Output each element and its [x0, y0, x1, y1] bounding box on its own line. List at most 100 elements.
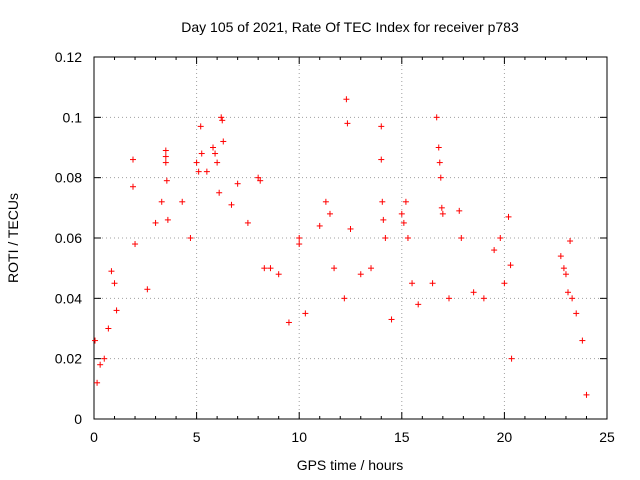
data-point [219, 117, 226, 124]
y-tick-label: 0.04 [55, 290, 82, 306]
data-point [562, 271, 569, 278]
data-point [105, 325, 112, 332]
data-point [326, 210, 333, 217]
data-point [316, 222, 323, 229]
data-point [380, 216, 387, 223]
data-point [179, 198, 186, 205]
data-point [347, 225, 354, 232]
x-tick-label: 25 [599, 429, 615, 445]
data-point [409, 280, 416, 287]
x-tick-labels: 0 5 10 15 20 25 [90, 429, 615, 445]
y-tick-label: 0.02 [55, 351, 82, 367]
data-point [94, 379, 101, 386]
data-point [480, 295, 487, 302]
data-point [261, 265, 268, 272]
data-point [302, 310, 309, 317]
data-point [144, 286, 151, 293]
chart-title: Day 105 of 2021, Rate Of TEC Index for r… [181, 19, 519, 35]
data-point [193, 159, 200, 166]
data-point [162, 159, 169, 166]
data-point [404, 235, 411, 241]
data-point [108, 268, 115, 275]
data-point [583, 391, 590, 398]
data-point [92, 337, 99, 344]
data-point [433, 114, 440, 121]
data-point [97, 361, 104, 368]
y-axis-label: ROTI / TECUs [5, 193, 21, 283]
data-point [129, 183, 136, 190]
axis-ticks [93, 56, 608, 420]
data-point [210, 144, 217, 151]
data-point [162, 147, 169, 154]
data-point [445, 295, 452, 302]
data-point [378, 156, 385, 163]
data-point [296, 235, 303, 241]
data-point [470, 289, 477, 296]
data-point [436, 159, 443, 166]
data-point [129, 156, 136, 163]
data-point [508, 355, 515, 362]
data-point [152, 219, 159, 226]
data-point [579, 337, 586, 344]
data-point [379, 198, 386, 205]
data-point [158, 198, 165, 205]
data-point [438, 204, 445, 211]
data-point [132, 241, 139, 248]
data-point [322, 198, 329, 205]
data-point [296, 241, 303, 248]
data-point [255, 174, 262, 181]
data-point [220, 138, 227, 145]
data-point [285, 319, 292, 326]
data-point [214, 159, 221, 166]
data-point [164, 216, 171, 223]
data-point [497, 235, 504, 241]
x-axis-label: GPS time / hours [297, 457, 404, 473]
data-point [113, 307, 120, 314]
data-point [197, 123, 204, 130]
data-point [569, 295, 576, 302]
data-point [573, 310, 580, 317]
y-tick-labels: 0 0.02 0.04 0.06 0.08 0.1 0.12 [55, 49, 82, 427]
data-point [429, 280, 436, 287]
data-point [198, 150, 205, 157]
y-tick-label: 0.08 [55, 170, 82, 186]
data-point [228, 201, 235, 208]
data-point [560, 265, 567, 272]
grid-lines [94, 57, 607, 419]
data-point [101, 355, 108, 362]
data-point [557, 253, 564, 260]
data-point [505, 213, 512, 220]
data-point [382, 235, 389, 241]
y-tick-label: 0 [74, 411, 82, 427]
data-point [203, 168, 210, 175]
data-point [187, 235, 194, 241]
data-point [343, 96, 350, 103]
data-point [331, 265, 338, 272]
data-point [344, 120, 351, 127]
data-point [216, 189, 223, 196]
data-point [267, 265, 274, 272]
y-tick-label: 0.12 [55, 49, 82, 65]
x-tick-label: 0 [90, 429, 98, 445]
data-point [357, 271, 364, 278]
data-point [257, 177, 264, 184]
data-points [92, 96, 590, 398]
data-point [398, 210, 405, 217]
data-point [378, 123, 385, 130]
data-point [234, 180, 241, 187]
x-tick-label: 20 [497, 429, 513, 445]
data-point [111, 280, 118, 287]
x-tick-label: 15 [394, 429, 410, 445]
data-point [218, 114, 225, 121]
data-point [341, 295, 348, 302]
x-tick-label: 5 [193, 429, 201, 445]
data-point [368, 265, 375, 272]
data-point [244, 219, 251, 226]
data-point [507, 262, 514, 269]
y-tick-label: 0.1 [63, 109, 83, 125]
data-point [195, 168, 202, 175]
data-point [275, 271, 282, 278]
data-point [565, 289, 572, 296]
data-point [162, 153, 169, 160]
data-point [458, 235, 465, 241]
